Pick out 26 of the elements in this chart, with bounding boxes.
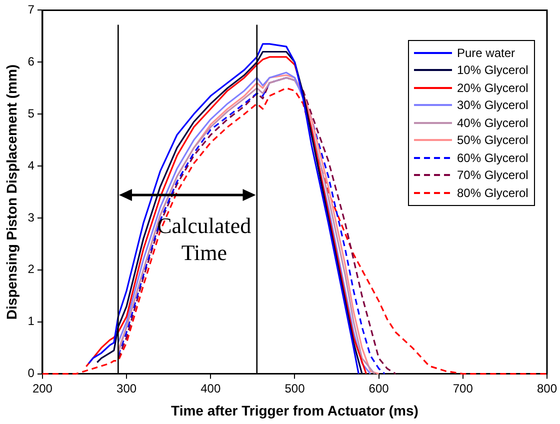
y-tick-label: 7: [28, 2, 35, 17]
y-tick-label: 0: [28, 366, 35, 380]
legend-label: Pure water: [456, 46, 516, 60]
legend-label: 10% Glycerol: [456, 63, 528, 78]
x-axis-title: Time after Trigger from Actuator (ms): [171, 402, 418, 418]
x-tick-label: 600: [368, 381, 390, 396]
x-tick-label: 500: [284, 381, 306, 396]
y-tick-label: 5: [28, 106, 35, 120]
legend-label: 20% Glycerol: [456, 80, 528, 95]
legend-label: 70% Glycerol: [456, 168, 528, 182]
x-tick-label: 300: [116, 381, 137, 396]
y-tick-label: 4: [28, 158, 35, 172]
x-tick-label: 200: [32, 381, 53, 396]
y-axis-title: Dispensing Piston Displacement (mm): [3, 64, 20, 320]
x-tick-label: 400: [200, 381, 221, 396]
legend-label: 30% Glycerol: [456, 98, 528, 112]
legend-label: 40% Glycerol: [456, 116, 528, 130]
y-tick-label: 6: [28, 54, 35, 68]
y-tick-label: 1: [28, 314, 35, 328]
x-tick-label: 700: [452, 381, 474, 396]
legend-label: 80% Glycerol: [456, 186, 528, 200]
legend-label: 50% Glycerol: [456, 133, 528, 148]
y-tick-label: 3: [28, 210, 35, 224]
legend-label: 60% Glycerol: [456, 150, 528, 165]
y-tick-label: 2: [28, 262, 35, 276]
x-tick-label: 800: [536, 381, 558, 396]
